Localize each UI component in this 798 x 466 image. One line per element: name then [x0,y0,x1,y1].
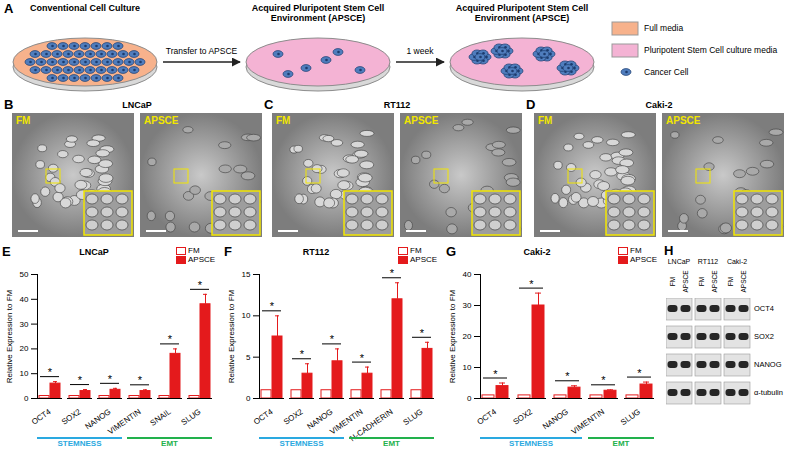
svg-text:Relative Expression to FM: Relative Expression to FM [227,289,236,383]
svg-text:40: 40 [463,270,472,279]
svg-text:*: * [78,374,83,386]
svg-text:VIMENTIN: VIMENTIN [106,407,143,436]
svg-text:SLUG: SLUG [180,407,203,427]
svg-text:OCT4: OCT4 [30,407,53,427]
svg-text:OCT4: OCT4 [252,407,275,427]
svg-text:*: * [390,267,395,279]
svg-text:30: 30 [463,301,472,310]
svg-text:*: * [420,327,425,339]
svg-text:20: 20 [463,332,472,341]
svg-text:*: * [108,373,113,385]
svg-text:10: 10 [20,369,29,378]
svg-text:SOX2: SOX2 [60,407,83,427]
svg-text:*: * [270,300,275,312]
svg-text:0: 0 [24,394,29,403]
svg-text:20: 20 [20,344,29,353]
svg-text:VIMENTIN: VIMENTIN [570,407,607,436]
svg-text:*: * [493,368,498,380]
svg-text:SOX2: SOX2 [282,407,305,427]
svg-text:NANOG: NANOG [541,407,570,431]
svg-text:*: * [300,348,305,360]
svg-text:OCT4: OCT4 [475,407,498,427]
svg-text:SLUG: SLUG [619,407,642,427]
svg-text:15: 15 [242,270,251,279]
svg-text:*: * [529,278,534,290]
svg-text:SLUG: SLUG [402,407,425,427]
svg-text:*: * [168,333,173,345]
svg-text:10: 10 [242,311,251,320]
svg-text:SOX2: SOX2 [511,407,534,427]
svg-text:*: * [565,370,570,382]
svg-text:50: 50 [20,270,29,279]
svg-text:0: 0 [467,394,472,403]
svg-text:Relative Expression to FM: Relative Expression to FM [448,289,457,383]
svg-text:Relative Expression to FM: Relative Expression to FM [5,289,14,383]
svg-text:30: 30 [20,320,29,329]
svg-text:*: * [601,374,606,386]
svg-text:40: 40 [20,295,29,304]
svg-text:*: * [198,279,203,291]
svg-text:*: * [360,352,365,364]
svg-text:5: 5 [246,353,251,362]
svg-text:*: * [138,374,143,386]
svg-text:*: * [48,366,53,378]
svg-text:0: 0 [246,394,251,403]
svg-text:SNAIL: SNAIL [149,407,174,428]
svg-text:*: * [330,333,335,345]
svg-text:*: * [637,367,642,379]
svg-text:10: 10 [463,363,472,372]
